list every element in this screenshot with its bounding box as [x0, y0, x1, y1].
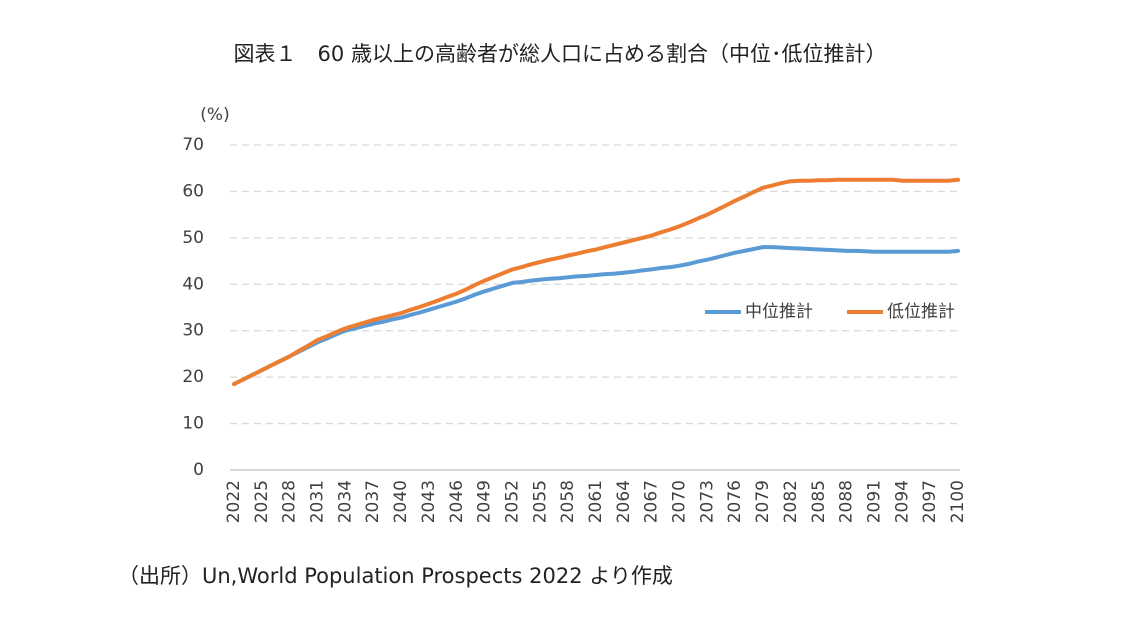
x-tick-label: 2028: [280, 480, 300, 523]
y-tick-label: 30: [182, 321, 204, 341]
legend-label: 中位推計: [745, 302, 813, 322]
x-tick-label: 2088: [837, 480, 857, 523]
x-tick-label: 2097: [920, 480, 940, 523]
source-note: （出所）Un,World Population Prospects 2022 よ…: [118, 564, 673, 588]
x-tick-label: 2085: [809, 480, 829, 523]
y-axis-label: (%): [200, 105, 229, 125]
x-tick-label: 2079: [753, 480, 773, 523]
legend-label: 低位推計: [887, 302, 955, 322]
x-tick-label: 2055: [530, 480, 550, 523]
x-tick-label: 2058: [558, 480, 578, 523]
x-tick-label: 2082: [781, 480, 801, 523]
x-tick-label: 2100: [948, 480, 968, 523]
y-tick-label: 50: [182, 228, 204, 248]
x-tick-label: 2022: [224, 480, 244, 523]
x-tick-label: 2049: [475, 480, 495, 523]
x-tick-label: 2067: [642, 480, 662, 523]
y-tick-label: 0: [193, 460, 204, 480]
x-tick-label: 2040: [391, 480, 411, 523]
x-tick-label: 2094: [892, 480, 912, 523]
y-tick-label: 10: [182, 414, 204, 434]
y-tick-label: 60: [182, 181, 204, 201]
x-tick-label: 2064: [614, 480, 634, 523]
chart-title: 図表１ 60 歳以上の高齢者が総人口に占める割合（中位･低位推計）: [234, 42, 887, 66]
x-tick-label: 2031: [308, 480, 328, 523]
x-tick-label: 2052: [502, 480, 522, 523]
y-tick-label: 20: [182, 367, 204, 387]
line-series: [232, 245, 960, 387]
x-tick-label: 2070: [670, 480, 690, 523]
x-tick-label: 2034: [335, 480, 355, 523]
line-series: [232, 177, 960, 387]
x-tick-label: 2091: [864, 480, 884, 523]
x-tick-label: 2025: [252, 480, 272, 523]
x-tick-label: 2046: [447, 480, 467, 523]
x-tick-label: 2076: [725, 480, 745, 523]
x-tick-label: 2043: [419, 480, 439, 523]
x-tick-label: 2037: [363, 480, 383, 523]
y-tick-label: 70: [182, 135, 204, 155]
x-tick-label: 2061: [586, 480, 606, 523]
x-tick-label: 2073: [697, 480, 717, 523]
y-tick-label: 40: [182, 274, 204, 294]
